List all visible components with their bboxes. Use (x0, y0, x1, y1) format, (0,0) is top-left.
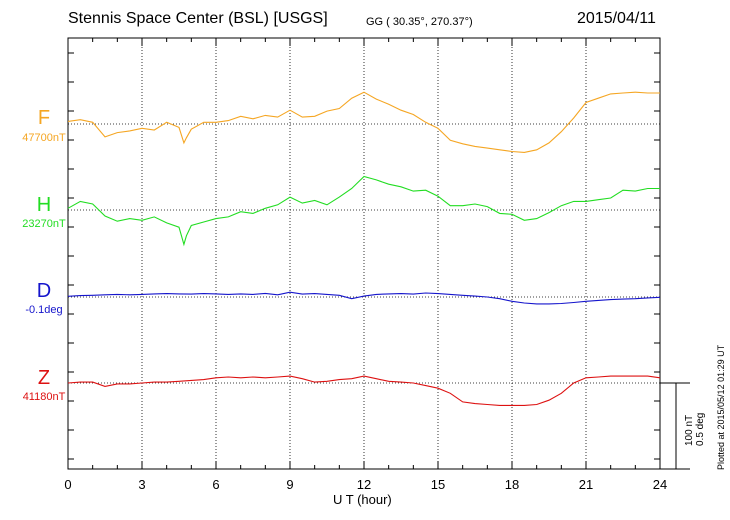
d-baseline-label: -0.1deg (25, 304, 63, 316)
h-baseline-label: 23270nT (22, 218, 66, 230)
x-tick-label: 6 (212, 477, 220, 492)
series-line-f (67, 91, 660, 153)
x-tick-label: 9 (286, 477, 294, 492)
plot-date: 2015/04/11 (577, 10, 656, 27)
x-tick-label: 3 (138, 477, 146, 492)
z-component-label: Z (37, 367, 51, 389)
z-baseline-label: 41180nT (22, 391, 66, 403)
h-component-label: H (36, 194, 52, 216)
station-title: Stennis Space Center (BSL) [USGS] (68, 10, 328, 27)
x-tick-label: 18 (504, 477, 520, 492)
x-tick-label: 15 (430, 477, 446, 492)
d-component-label: D (36, 280, 52, 302)
series-line-h (67, 175, 660, 247)
plotted-timestamp: Plotted at 2015/05/12 01:29 UT (716, 344, 726, 470)
scale-deg-label: 0.5 deg (695, 412, 706, 446)
x-tick-label: 21 (578, 477, 594, 492)
geographic-coordinates: GG ( 30.35°, 270.37°) (366, 16, 473, 28)
x-tick-label: 12 (356, 477, 372, 492)
x-axis-label: U T (hour) (333, 492, 392, 507)
x-tick-label: 24 (652, 477, 668, 492)
f-baseline-label: 47700nT (22, 132, 66, 144)
x-tick-label: 0 (64, 477, 72, 492)
series-line-d (67, 291, 661, 305)
scale-nt-label: 100 nT (684, 414, 695, 446)
series-line-z (67, 375, 661, 406)
f-component-label: F (37, 107, 51, 129)
